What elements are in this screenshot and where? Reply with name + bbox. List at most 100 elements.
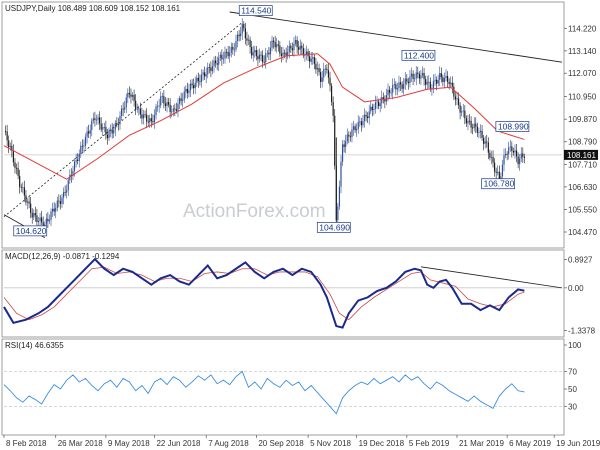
- candle-body: [290, 45, 292, 49]
- candle-body: [186, 88, 188, 94]
- candle-body: [487, 142, 489, 153]
- price-label-box: [238, 5, 273, 16]
- candle-body: [494, 162, 496, 172]
- candle-body: [11, 145, 13, 151]
- candle-body: [127, 92, 129, 98]
- candle-body: [453, 86, 455, 97]
- candle-body: [421, 73, 424, 76]
- candle-body: [232, 46, 234, 50]
- candle-body: [370, 106, 372, 112]
- candle-body: [91, 120, 93, 130]
- candle-body: [227, 51, 229, 57]
- candle-body: [236, 34, 239, 41]
- candle-body: [288, 45, 290, 52]
- candle-body: [99, 117, 101, 124]
- candle-body: [291, 48, 294, 51]
- candle-body: [94, 118, 96, 120]
- candle-body: [210, 67, 212, 72]
- candle-body: [294, 39, 297, 44]
- candle-body: [307, 51, 309, 57]
- candle-body: [224, 51, 226, 59]
- candle-body: [208, 67, 210, 68]
- candle-body: [515, 150, 518, 157]
- candle-body: [508, 147, 510, 154]
- candle-body: [373, 109, 375, 110]
- candle-body: [78, 153, 80, 161]
- candle-body: [436, 79, 438, 84]
- candle-body: [249, 39, 251, 48]
- price-tick-label: 114.220: [568, 24, 597, 33]
- candle-body: [274, 42, 276, 48]
- price-tick-label: 104.470: [568, 228, 597, 237]
- candle-body: [357, 121, 359, 130]
- candle-body: [34, 213, 36, 216]
- candle-body: [399, 82, 402, 85]
- candle-body: [204, 72, 206, 77]
- macd-line: [3, 257, 525, 329]
- candle-body: [484, 141, 486, 144]
- candle-body: [31, 212, 33, 218]
- candle-body: [393, 84, 395, 86]
- candle-body: [461, 111, 463, 113]
- candle-body: [86, 131, 88, 137]
- candle-body: [417, 72, 419, 74]
- candle-body: [407, 81, 409, 84]
- candle-body: [512, 151, 515, 153]
- candle-body: [116, 122, 118, 125]
- candle-body: [362, 121, 364, 126]
- candle-body: [138, 108, 140, 110]
- candle-body: [144, 114, 146, 116]
- candle-body: [425, 79, 427, 85]
- candle-body: [348, 134, 350, 137]
- candle-body: [454, 96, 457, 100]
- candle-body: [14, 162, 16, 168]
- candle-body: [283, 52, 286, 54]
- candle-body: [103, 127, 105, 128]
- candle-body: [504, 153, 507, 156]
- price-label-box: [316, 222, 351, 233]
- candle-body: [269, 47, 272, 55]
- candle-body: [313, 57, 315, 64]
- candle-body: [459, 105, 461, 113]
- candle-body: [197, 77, 199, 82]
- candle-body: [324, 68, 326, 70]
- candle-body: [489, 152, 491, 158]
- candle-body: [155, 106, 157, 115]
- candle-body: [457, 98, 460, 106]
- candle-body: [56, 200, 58, 208]
- candle-body: [359, 121, 361, 123]
- candle-body: [302, 48, 304, 56]
- candle-body: [401, 84, 403, 89]
- candle-body: [114, 122, 116, 130]
- candle-body: [119, 115, 121, 125]
- x-tick-label: 7 Aug 2018: [208, 439, 249, 448]
- candle-body: [106, 134, 109, 139]
- candle-body: [409, 76, 411, 84]
- candle-body: [478, 132, 480, 134]
- price-tick-label: 107.710: [568, 160, 597, 169]
- candle-body: [503, 155, 505, 165]
- candle-body: [467, 120, 469, 124]
- candle-body: [287, 51, 289, 57]
- rsi-panel-frame: [1, 338, 565, 436]
- candle-body: [321, 77, 323, 82]
- candle-body: [193, 85, 195, 89]
- candle-body: [221, 54, 223, 60]
- candle-body: [338, 186, 341, 207]
- rsi-line: [3, 370, 525, 415]
- x-tick-label: 19 Dec 2018: [359, 439, 405, 448]
- candle-body: [109, 129, 112, 131]
- candle-body: [92, 118, 94, 121]
- candle-body: [412, 73, 414, 79]
- candle-body: [495, 171, 497, 173]
- candle-body: [472, 127, 474, 129]
- current-price-label: 108.161: [567, 151, 596, 160]
- macd-trendline: [420, 266, 563, 289]
- candle-body: [39, 217, 41, 221]
- candle-body: [404, 78, 406, 84]
- candle-body: [243, 23, 245, 29]
- candle-body: [160, 96, 162, 106]
- candle-body: [141, 114, 143, 119]
- macd-tick-label: 0.00: [568, 284, 584, 293]
- candle-body: [62, 192, 65, 198]
